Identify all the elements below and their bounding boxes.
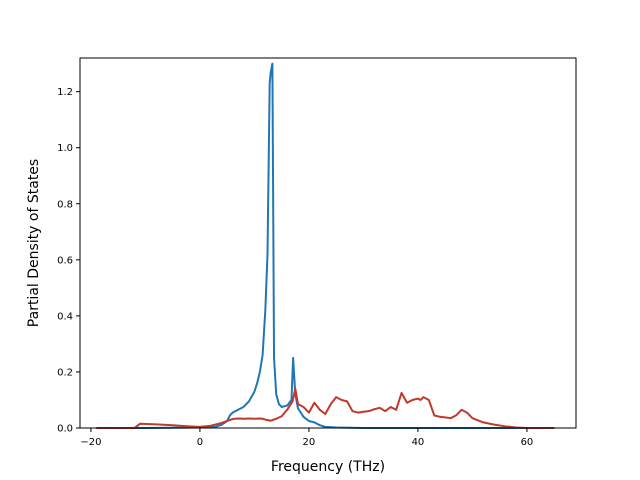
- x-tick-label: 0: [197, 437, 203, 448]
- series-line-1: [96, 62, 555, 429]
- x-axis-ticks: −20 0 20 40 60: [80, 428, 533, 448]
- y-tick-label: 1.2: [57, 87, 73, 98]
- y-tick-label: 0.6: [57, 255, 73, 266]
- x-tick-label: 60: [521, 437, 534, 448]
- x-axis-label: Frequency (THz): [271, 459, 385, 475]
- y-tick-label: 1.0: [57, 143, 73, 154]
- plot-frame: [79, 57, 577, 429]
- x-tick-label: 20: [303, 437, 316, 448]
- y-tick-label: 0.0: [57, 424, 73, 435]
- y-tick-label: 0.2: [57, 367, 73, 378]
- y-axis-label: Partial Density of States: [26, 159, 42, 327]
- y-axis-ticks: 0.0 0.2 0.4 0.6 0.8 1.0 1.2: [57, 87, 80, 435]
- x-tick-label: −20: [80, 437, 101, 448]
- series-line-2: [96, 387, 555, 429]
- x-tick-label: 40: [412, 437, 425, 448]
- y-tick-label: 0.4: [57, 311, 73, 322]
- y-tick-label: 0.8: [57, 199, 73, 210]
- series-layer: [96, 62, 555, 429]
